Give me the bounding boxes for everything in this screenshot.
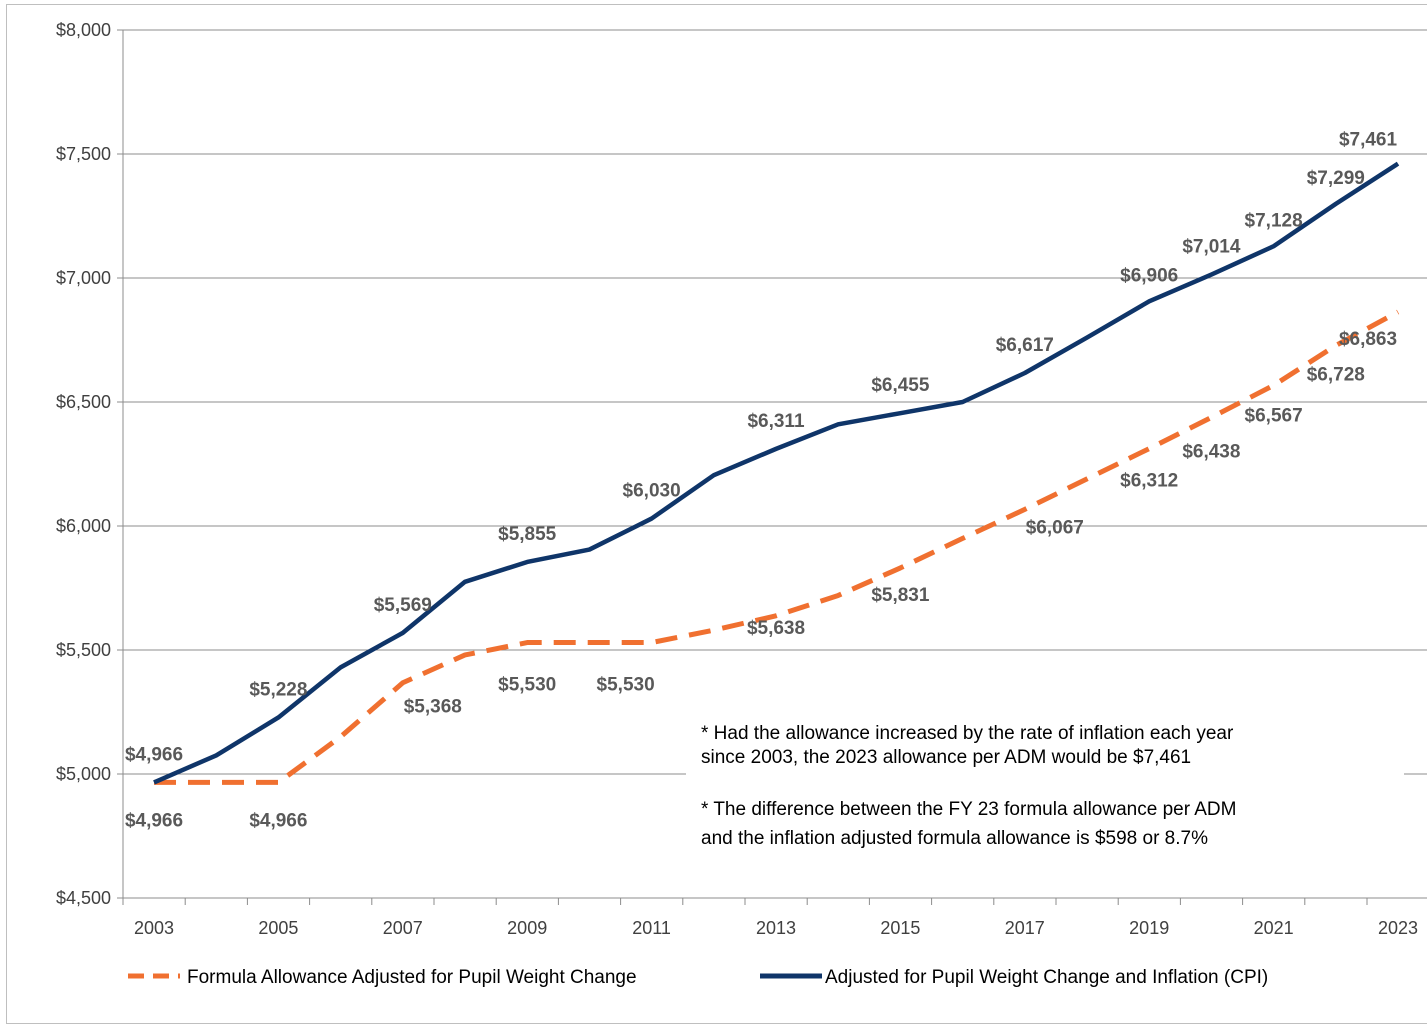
legend-label-formula: Formula Allowance Adjusted for Pupil Wei… bbox=[187, 967, 637, 988]
series-line-formula bbox=[154, 309, 1400, 785]
y-tick-label: $6,500 bbox=[56, 392, 111, 412]
data-label: $4,966 bbox=[125, 810, 183, 831]
data-label: $6,863 bbox=[1339, 329, 1397, 350]
series-line-cpi bbox=[153, 161, 1400, 785]
data-label: $6,906 bbox=[1120, 265, 1178, 286]
data-label: $6,455 bbox=[871, 375, 930, 396]
data-label: $4,966 bbox=[249, 810, 307, 831]
annotation-box bbox=[686, 710, 1404, 855]
x-tick-label: 2017 bbox=[1005, 918, 1045, 938]
y-tick-label: $5,500 bbox=[56, 640, 111, 660]
data-label: $6,030 bbox=[623, 481, 681, 502]
x-tick-label: 2009 bbox=[507, 918, 547, 938]
x-tick-label: 2011 bbox=[632, 918, 671, 938]
data-label: $7,461 bbox=[1339, 130, 1398, 151]
x-tick-label: 2003 bbox=[134, 918, 174, 938]
data-label: $5,228 bbox=[249, 679, 307, 700]
data-label: $4,966 bbox=[125, 744, 183, 765]
annotation-text: * The difference between the FY 23 formu… bbox=[701, 799, 1236, 820]
data-label: $5,831 bbox=[871, 585, 930, 606]
y-tick-label: $4,500 bbox=[56, 888, 111, 908]
annotation-text: since 2003, the 2023 allowance per ADM w… bbox=[701, 747, 1191, 768]
data-label: $5,530 bbox=[597, 675, 655, 696]
data-label: $6,312 bbox=[1120, 471, 1178, 492]
data-label: $5,530 bbox=[498, 675, 556, 696]
data-label: $7,299 bbox=[1307, 168, 1365, 189]
x-tick-label: 2021 bbox=[1254, 918, 1294, 938]
x-tick-label: 2023 bbox=[1378, 918, 1418, 938]
annotation-text: * Had the allowance increased by the rat… bbox=[701, 723, 1234, 744]
x-tick-label: 2015 bbox=[880, 918, 920, 938]
data-label: $5,368 bbox=[404, 697, 462, 718]
data-label: $7,128 bbox=[1245, 210, 1303, 231]
x-tick-label: 2013 bbox=[756, 918, 796, 938]
data-label: $6,067 bbox=[1026, 517, 1084, 538]
data-label: $5,855 bbox=[498, 524, 557, 545]
y-tick-label: $7,000 bbox=[56, 268, 111, 288]
annotation-text: and the inflation adjusted formula allow… bbox=[701, 828, 1208, 849]
data-label: $6,438 bbox=[1182, 441, 1240, 462]
legend-label-cpi: Adjusted for Pupil Weight Change and Inf… bbox=[825, 967, 1268, 988]
data-label: $6,728 bbox=[1307, 364, 1365, 385]
y-tick-label: $6,000 bbox=[56, 516, 111, 536]
data-label: $7,014 bbox=[1182, 237, 1241, 258]
x-tick-label: 2019 bbox=[1129, 918, 1169, 938]
y-tick-label: $7,500 bbox=[56, 144, 111, 164]
data-label: $5,638 bbox=[747, 618, 805, 639]
y-tick-label: $8,000 bbox=[56, 20, 111, 40]
data-label: $6,311 bbox=[747, 411, 804, 432]
data-label: $6,617 bbox=[996, 335, 1054, 356]
data-label: $6,567 bbox=[1245, 405, 1303, 426]
data-label: $5,569 bbox=[374, 595, 432, 616]
x-tick-label: 2007 bbox=[383, 918, 423, 938]
x-tick-label: 2005 bbox=[258, 918, 298, 938]
y-tick-label: $5,000 bbox=[56, 764, 111, 784]
